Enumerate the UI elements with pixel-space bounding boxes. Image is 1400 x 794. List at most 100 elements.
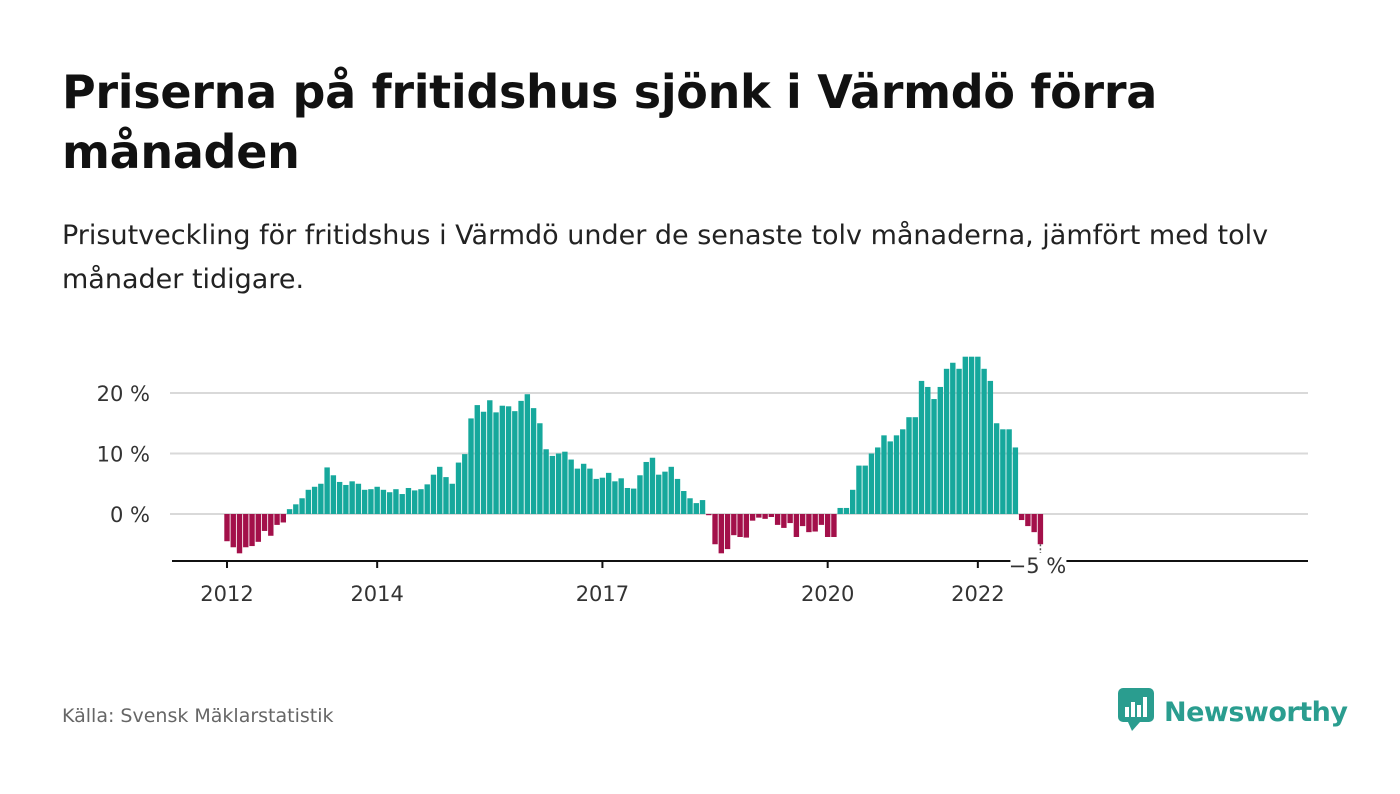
bar [455, 462, 462, 514]
bar [793, 514, 800, 537]
brand-logo[interactable]: Newsworthy [1118, 688, 1348, 736]
bar [743, 514, 750, 538]
bar [224, 514, 230, 542]
bar [774, 514, 781, 525]
bar [968, 356, 975, 514]
bar [249, 514, 255, 547]
bar [618, 478, 624, 514]
bar [875, 447, 881, 514]
bar [912, 417, 918, 514]
bar [236, 514, 243, 554]
bar [568, 459, 574, 514]
bar [737, 514, 743, 537]
bar [756, 514, 762, 518]
chart-title: Priserna på fritidshus sjönk i Värmdö fö… [62, 65, 1157, 179]
bar [781, 514, 787, 528]
bar [487, 400, 493, 514]
bar [437, 466, 443, 514]
bar [293, 504, 299, 514]
bar [462, 454, 468, 514]
bar [962, 356, 969, 514]
annotation-bg [1010, 553, 1067, 577]
bar [330, 475, 337, 514]
bar [762, 514, 768, 519]
bar [499, 405, 506, 514]
bar [837, 507, 843, 514]
bar [799, 514, 806, 527]
bar [1000, 429, 1006, 514]
source-note: Källa: Svensk Mäklarstatistik [62, 705, 334, 727]
bar [656, 474, 662, 514]
bar [543, 449, 549, 514]
bar [480, 411, 487, 514]
brand-name: Newsworthy [1164, 696, 1348, 728]
bar [1006, 429, 1012, 514]
bar [518, 400, 524, 514]
bar [674, 478, 681, 514]
bar [1025, 514, 1031, 527]
bar [324, 467, 330, 514]
bar [981, 368, 987, 514]
bar [418, 489, 424, 514]
bar [449, 483, 455, 514]
bar [474, 405, 480, 514]
bar [925, 386, 931, 514]
bar [549, 455, 556, 514]
bar [580, 463, 587, 514]
bar [943, 368, 950, 514]
bar [343, 484, 349, 514]
bar [900, 429, 906, 514]
bar [593, 478, 599, 514]
bar [493, 412, 499, 514]
bar [386, 492, 393, 514]
bar [831, 514, 837, 537]
bar [512, 411, 518, 514]
bar-chart: 20 % 10 % 0 % 2012 2014 2017 2020 2022 −5 % [97, 356, 1308, 606]
y-tick-label: 10 % [97, 443, 150, 467]
annotations: −5 % [1009, 544, 1067, 578]
bar [243, 514, 249, 548]
bar [868, 453, 875, 514]
bar [412, 490, 418, 514]
x-tick-label: 2022 [951, 582, 1004, 606]
y-tick-label: 0 % [110, 503, 150, 527]
bar [893, 435, 900, 514]
bar [530, 408, 537, 515]
bar [468, 418, 474, 514]
bar [261, 514, 268, 531]
bar [405, 487, 412, 514]
bar [605, 472, 612, 514]
bar [887, 441, 893, 514]
bar [255, 514, 261, 542]
bar [380, 489, 387, 514]
x-axis [172, 560, 1308, 568]
x-tick-label: 2012 [200, 582, 253, 606]
bar [574, 468, 581, 515]
bar [668, 466, 674, 514]
bar [305, 489, 312, 514]
bar [975, 356, 981, 514]
bar [768, 514, 775, 518]
y-axis-labels: 20 % 10 % 0 % [97, 382, 150, 527]
bar [537, 423, 543, 514]
bar [361, 489, 368, 514]
bar [599, 477, 606, 514]
bar [268, 514, 274, 536]
bar [318, 483, 324, 514]
bar [662, 471, 668, 514]
bar [555, 453, 562, 514]
bar [706, 514, 712, 516]
bar [399, 494, 405, 514]
bar [374, 486, 380, 514]
bar [524, 394, 531, 514]
bar [687, 498, 693, 514]
bar [843, 507, 850, 514]
bar [693, 503, 699, 514]
bar [612, 481, 618, 514]
chart-subtitle: Prisutveckling för fritidshus i Värmdö u… [62, 220, 1269, 295]
x-tick-label: 2017 [576, 582, 629, 606]
bar [368, 489, 374, 514]
bar [718, 514, 724, 554]
bar [424, 484, 430, 514]
bar [956, 368, 962, 514]
